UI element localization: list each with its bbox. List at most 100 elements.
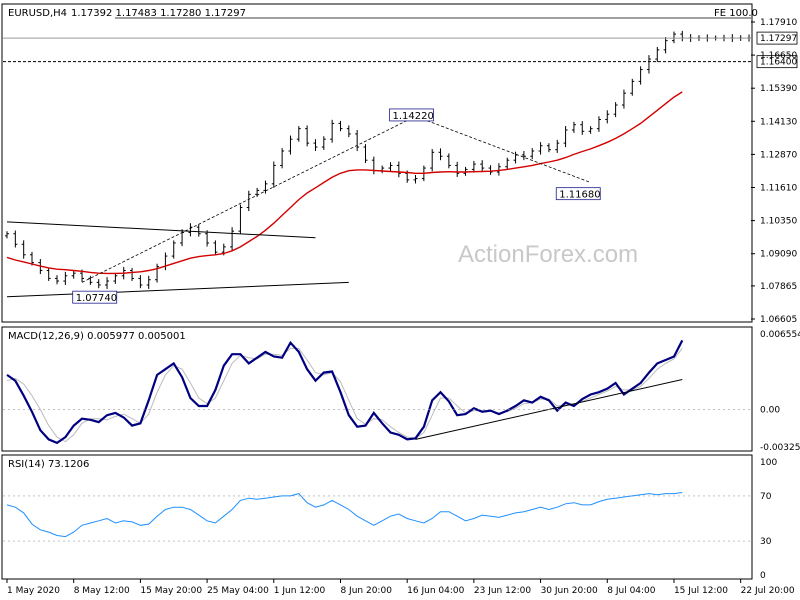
ohlc-bar — [63, 271, 68, 285]
macd-header: MACD(12,26,9) 0.005977 0.005001 — [8, 331, 186, 342]
price-tick-label: 1.10350 — [760, 217, 797, 227]
ohlc-bar — [155, 263, 160, 283]
ohlc-bar — [571, 121, 576, 133]
rsi-tick-label: 100 — [760, 458, 777, 468]
ohlc-bar — [338, 120, 343, 132]
price-annotation-label: 1.07740 — [76, 293, 117, 304]
ohlc-bar — [455, 161, 460, 177]
ohlc-bar — [521, 150, 526, 161]
ohlc-bar — [30, 251, 35, 266]
ohlc-bar — [413, 174, 418, 184]
trendline — [6, 221, 316, 239]
ohlc-bar — [496, 163, 501, 176]
ohlc-bar — [596, 116, 601, 132]
ohlc-bar — [655, 46, 660, 62]
price-tag-box — [756, 55, 798, 69]
rsi-tick-label: 70 — [760, 492, 772, 502]
ohlc-bar — [671, 31, 676, 44]
ohlc-bar — [605, 110, 610, 124]
ohlc-bar — [480, 160, 485, 173]
ohlc-bar — [363, 144, 368, 164]
ohlc-bar — [388, 162, 393, 172]
ohlc-bar — [313, 139, 318, 151]
ohlc-bar — [96, 279, 101, 289]
ohlc-bar — [246, 190, 251, 212]
symbol-label: EURUSD,H4 — [8, 8, 67, 19]
ohlc-bar — [205, 230, 210, 247]
ohlc-bar — [346, 125, 351, 138]
ohlc-bar — [680, 30, 685, 42]
ohlc-bar — [305, 125, 310, 147]
ohlc-bar — [530, 148, 535, 160]
price-annotation-label: 1.14220 — [393, 111, 434, 122]
ohlc-bar — [638, 66, 643, 85]
ohlc-bar — [630, 78, 635, 96]
ohlc-bar — [238, 204, 243, 234]
ohlc-bar — [13, 230, 18, 248]
macd-tick-label: 0.006554 — [760, 330, 800, 340]
ohlc-bar — [446, 153, 451, 169]
ohlc-bar — [538, 142, 543, 155]
ohlc-bar — [171, 240, 176, 259]
ohlc-bar — [546, 143, 551, 153]
time-tick-label: 23 Jun 12:00 — [474, 586, 531, 596]
ohlc-bar — [471, 160, 476, 173]
ohlc-bar — [196, 224, 201, 237]
time-tick-label: 8 May 12:00 — [74, 586, 130, 596]
ohlc-bar — [380, 165, 385, 174]
price-tag-label: 1.16400 — [760, 58, 797, 68]
ohlc-bar — [163, 252, 168, 271]
price-tick-label: 1.14130 — [760, 117, 797, 127]
ohlc-bar — [488, 165, 493, 175]
time-tick-label: 1 May 2020 — [7, 586, 60, 596]
time-tick-label: 16 Jun 04:00 — [407, 586, 464, 596]
time-tick-label: 8 Jun 20:00 — [340, 586, 392, 596]
ohlc-bar — [105, 277, 110, 289]
ohlc-bar — [271, 161, 276, 188]
ohlc-bar — [180, 229, 185, 247]
ohlc-bar — [55, 275, 60, 285]
ohlc-bar — [430, 149, 435, 172]
macd-tick-label: -0.003259 — [760, 443, 800, 453]
price-tick-label: 1.11610 — [760, 184, 797, 194]
price-tag-box — [756, 31, 798, 45]
moving-average-line — [6, 91, 683, 275]
macd-panel — [1, 326, 753, 452]
ohlc-bar — [213, 240, 218, 255]
ohlc-bar — [355, 129, 360, 151]
fibo-label: FE 100.0 — [714, 8, 758, 19]
ohlc-bar — [46, 268, 51, 281]
ohlc-bar — [130, 268, 135, 281]
ohlc-bar — [188, 223, 193, 237]
price-tick-label: 1.09090 — [760, 250, 797, 260]
ohlc-bar — [646, 55, 651, 74]
price-tick-label: 1.06605 — [760, 315, 797, 325]
price-tick-label: 1.17910 — [760, 18, 797, 28]
ohlc-bar — [371, 156, 376, 175]
price-tick-label: 1.12870 — [760, 150, 797, 160]
time-tick-label: 22 Jul 20:00 — [741, 586, 795, 596]
ohlc-bar — [113, 272, 118, 284]
rsi-tick-label: 0 — [760, 571, 766, 581]
time-tick-label: 1 Jun 12:00 — [274, 586, 326, 596]
ohlc-bar — [21, 240, 26, 259]
rsi-header: RSI(14) 73.1206 — [8, 459, 89, 470]
ohlc-bar — [513, 151, 518, 164]
trendline — [6, 281, 349, 298]
price-tag-label: 1.17297 — [760, 34, 797, 44]
watermark: ActionForex.com — [458, 241, 638, 268]
time-tick-label: 25 May 04:00 — [207, 586, 269, 596]
ohlc-bar — [263, 180, 268, 194]
rsi-line — [6, 492, 683, 538]
ohlc-bar — [438, 148, 443, 161]
ohlc-bar — [580, 121, 585, 135]
price-annotation-label: 1.11680 — [559, 190, 600, 201]
price-tick-label: 1.07865 — [760, 282, 797, 292]
ohlc-bar — [71, 270, 76, 279]
ohlc-bar — [321, 136, 326, 150]
macd-tick-label: 0.00 — [760, 405, 780, 415]
price-annotation-box — [389, 108, 434, 122]
ohlc-bar — [613, 102, 618, 118]
ohlc-bar — [138, 275, 143, 289]
